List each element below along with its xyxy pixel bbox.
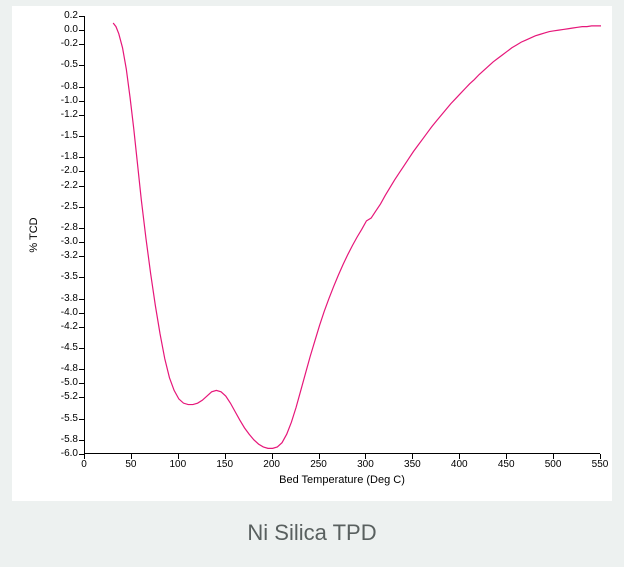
y-tick-mark xyxy=(79,157,84,158)
y-tick-label: -2.8 xyxy=(54,223,78,233)
y-tick-mark xyxy=(79,101,84,102)
x-tick-mark xyxy=(553,454,554,459)
x-tick-mark xyxy=(272,454,273,459)
y-tick-label: -0.8 xyxy=(54,82,78,92)
y-tick-label: 0.0 xyxy=(54,25,78,35)
y-tick-label: -1.5 xyxy=(54,131,78,141)
y-tick-mark xyxy=(79,44,84,45)
y-tick-label: -4.8 xyxy=(54,364,78,374)
x-tick-label: 350 xyxy=(404,460,421,470)
y-tick-label: -1.0 xyxy=(54,96,78,106)
y-tick-mark xyxy=(79,30,84,31)
y-tick-mark xyxy=(79,277,84,278)
y-tick-label: -3.0 xyxy=(54,237,78,247)
y-tick-mark xyxy=(79,383,84,384)
x-tick-mark xyxy=(459,454,460,459)
y-tick-mark xyxy=(79,115,84,116)
x-tick-label: 250 xyxy=(310,460,327,470)
y-tick-mark xyxy=(79,327,84,328)
x-tick-label: 200 xyxy=(263,460,280,470)
x-tick-mark xyxy=(319,454,320,459)
x-tick-mark xyxy=(131,454,132,459)
y-tick-label: -3.8 xyxy=(54,294,78,304)
y-tick-label: -0.2 xyxy=(54,39,78,49)
x-tick-mark xyxy=(178,454,179,459)
y-tick-mark xyxy=(79,16,84,17)
line-chart-svg xyxy=(85,16,601,454)
y-tick-mark xyxy=(79,369,84,370)
y-tick-label: -5.0 xyxy=(54,378,78,388)
x-tick-label: 550 xyxy=(592,460,609,470)
y-tick-mark xyxy=(79,256,84,257)
x-tick-mark xyxy=(412,454,413,459)
y-tick-mark xyxy=(79,87,84,88)
y-tick-label: -1.8 xyxy=(54,152,78,162)
y-tick-mark xyxy=(79,228,84,229)
x-tick-mark xyxy=(365,454,366,459)
y-tick-label: -5.8 xyxy=(54,435,78,445)
y-tick-label: -2.0 xyxy=(54,166,78,176)
y-tick-mark xyxy=(79,348,84,349)
y-tick-mark xyxy=(79,242,84,243)
x-tick-label: 0 xyxy=(81,460,87,470)
chart-card: Bed Temperature (Deg C) % TCD 0.2 0.0 -0.2… xyxy=(12,6,612,501)
y-tick-mark xyxy=(79,313,84,314)
y-tick-mark xyxy=(79,171,84,172)
y-tick-label: -0.5 xyxy=(54,60,78,70)
y-tick-mark xyxy=(79,186,84,187)
y-tick-label: -5.5 xyxy=(54,414,78,424)
plot-area xyxy=(84,16,600,454)
y-tick-label: -6.0 xyxy=(54,449,78,459)
x-tick-label: 300 xyxy=(357,460,374,470)
y-tick-mark xyxy=(79,440,84,441)
x-tick-label: 100 xyxy=(169,460,186,470)
y-tick-mark xyxy=(79,419,84,420)
y-tick-mark xyxy=(79,299,84,300)
y-tick-mark xyxy=(79,136,84,137)
y-tick-mark xyxy=(79,397,84,398)
y-tick-mark xyxy=(79,207,84,208)
chart-caption: Ni Silica TPD xyxy=(0,520,624,546)
y-tick-mark xyxy=(79,65,84,66)
x-axis-label: Bed Temperature (Deg C) xyxy=(279,474,405,486)
x-tick-label: 500 xyxy=(545,460,562,470)
x-tick-mark xyxy=(506,454,507,459)
x-tick-label: 450 xyxy=(498,460,515,470)
y-tick-label: -2.5 xyxy=(54,202,78,212)
y-tick-label: 0.2 xyxy=(54,11,78,21)
x-tick-mark xyxy=(225,454,226,459)
y-tick-label: -2.2 xyxy=(54,181,78,191)
x-tick-label: 150 xyxy=(216,460,233,470)
y-tick-label: -3.5 xyxy=(54,272,78,282)
x-tick-mark xyxy=(84,454,85,459)
y-axis-label: % TCD xyxy=(28,217,40,252)
x-tick-label: 50 xyxy=(125,460,136,470)
series-tcd xyxy=(113,23,601,448)
y-tick-label: -1.2 xyxy=(54,110,78,120)
x-tick-mark xyxy=(600,454,601,459)
y-tick-label: -4.2 xyxy=(54,322,78,332)
x-tick-label: 400 xyxy=(451,460,468,470)
y-tick-label: -3.2 xyxy=(54,251,78,261)
y-tick-label: -4.0 xyxy=(54,308,78,318)
y-tick-label: -4.5 xyxy=(54,343,78,353)
y-tick-label: -5.2 xyxy=(54,392,78,402)
